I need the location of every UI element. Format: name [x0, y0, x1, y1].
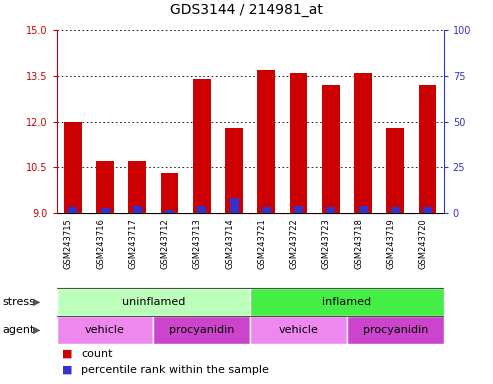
- Text: GSM243721: GSM243721: [257, 218, 266, 269]
- Bar: [419, 85, 436, 213]
- Text: ■: ■: [62, 365, 72, 375]
- Bar: [294, 206, 303, 213]
- Text: GSM243712: GSM243712: [161, 218, 170, 269]
- Text: ■: ■: [62, 349, 72, 359]
- Bar: [354, 73, 372, 213]
- Bar: [326, 207, 335, 213]
- Bar: [96, 161, 114, 213]
- Bar: [391, 207, 400, 213]
- Text: percentile rank within the sample: percentile rank within the sample: [81, 365, 269, 375]
- Bar: [197, 206, 206, 213]
- Text: procyanidin: procyanidin: [169, 324, 235, 335]
- Bar: [161, 173, 178, 213]
- Text: GSM243723: GSM243723: [322, 218, 331, 269]
- Text: GSM243716: GSM243716: [96, 218, 105, 269]
- Bar: [64, 121, 82, 213]
- Bar: [225, 127, 243, 213]
- Text: agent: agent: [2, 324, 35, 335]
- Text: GSM243713: GSM243713: [193, 218, 202, 269]
- Bar: [257, 70, 275, 213]
- Bar: [322, 85, 340, 213]
- Bar: [57, 316, 153, 344]
- Bar: [230, 197, 239, 213]
- Bar: [129, 161, 146, 213]
- Text: uninflamed: uninflamed: [122, 296, 185, 307]
- Text: vehicle: vehicle: [85, 324, 125, 335]
- Bar: [250, 288, 444, 316]
- Text: GDS3144 / 214981_at: GDS3144 / 214981_at: [170, 3, 323, 17]
- Bar: [57, 288, 250, 316]
- Text: GSM243714: GSM243714: [225, 218, 234, 269]
- Bar: [193, 79, 211, 213]
- Bar: [347, 316, 444, 344]
- Text: vehicle: vehicle: [279, 324, 318, 335]
- Text: procyanidin: procyanidin: [363, 324, 428, 335]
- Text: GSM243718: GSM243718: [354, 218, 363, 269]
- Text: GSM243719: GSM243719: [387, 218, 395, 269]
- Text: stress: stress: [2, 296, 35, 307]
- Text: GSM243722: GSM243722: [289, 218, 299, 269]
- Bar: [250, 316, 347, 344]
- Bar: [153, 316, 250, 344]
- Text: GSM243717: GSM243717: [128, 218, 138, 269]
- Bar: [387, 127, 404, 213]
- Text: GSM243715: GSM243715: [64, 218, 73, 269]
- Text: GSM243720: GSM243720: [419, 218, 427, 269]
- Bar: [262, 207, 271, 213]
- Text: count: count: [81, 349, 113, 359]
- Bar: [358, 206, 367, 213]
- Bar: [423, 207, 432, 213]
- Text: inflamed: inflamed: [322, 296, 372, 307]
- Text: ▶: ▶: [33, 324, 40, 335]
- Bar: [69, 207, 77, 213]
- Bar: [290, 73, 308, 213]
- Bar: [133, 206, 142, 213]
- Bar: [165, 210, 174, 213]
- Bar: [101, 208, 109, 213]
- Text: ▶: ▶: [33, 296, 40, 307]
